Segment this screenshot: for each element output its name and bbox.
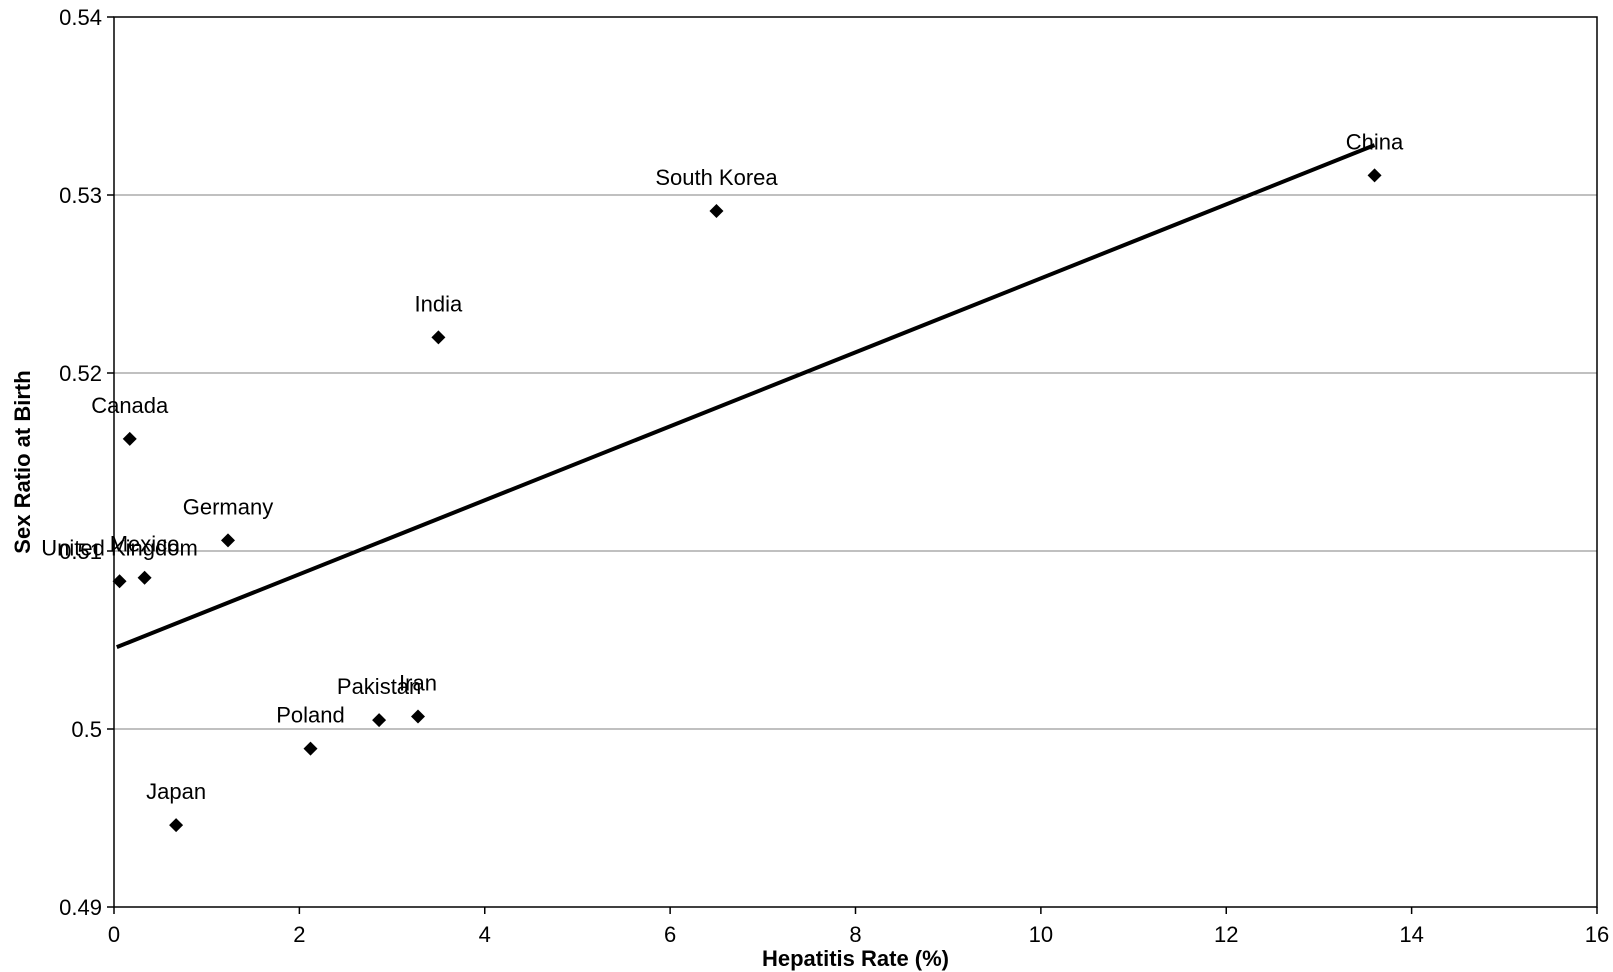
y-tick-label: 0.53: [59, 183, 102, 208]
data-point-label: Poland: [276, 703, 345, 728]
data-point-label: Mexico: [110, 532, 180, 557]
data-points: [112, 168, 1382, 833]
data-point-label: South Korea: [655, 165, 778, 190]
y-tick-label: 0.49: [59, 895, 102, 920]
x-axis-title: Hepatitis Rate (%): [762, 946, 949, 971]
data-point: [372, 713, 387, 728]
data-point: [411, 709, 426, 724]
data-point: [137, 570, 152, 585]
point-labels: China South Korea India Canada GermanyMexico…: [41, 129, 1404, 804]
data-point: [112, 574, 127, 589]
data-point-label: Pakistan: [337, 674, 421, 699]
data-point: [303, 741, 318, 756]
trendline-layer: [116, 143, 1376, 649]
axes: 0.49 0.5 0.51 0.52 0.53 0.54 0 2 4 6 8 10 12 14 16: [59, 5, 1609, 947]
x-tick-label: 4: [479, 922, 491, 947]
x-tick-label: 16: [1585, 922, 1609, 947]
y-tick-label: 0.5: [71, 717, 102, 742]
data-point: [221, 533, 236, 548]
y-axis-title: Sex Ratio at Birth: [10, 370, 35, 553]
data-point-label: China: [1346, 129, 1404, 154]
x-tick-label: 12: [1214, 922, 1238, 947]
data-point: [431, 330, 446, 345]
y-tick-label: 0.54: [59, 5, 102, 30]
x-tick-label: 2: [293, 922, 305, 947]
data-point: [122, 431, 137, 446]
x-tick-label: 6: [664, 922, 676, 947]
x-tick-label: 10: [1029, 922, 1053, 947]
y-tick-label: 0.51: [59, 539, 102, 564]
data-point-label: United Kingdom: [41, 535, 198, 560]
data-point: [709, 204, 724, 219]
y-tick-label: 0.52: [59, 361, 102, 386]
data-point-label: Germany: [183, 494, 273, 519]
data-point: [1367, 168, 1382, 183]
data-point-label: India: [415, 291, 463, 316]
x-tick-label: 8: [849, 922, 861, 947]
trendline: [116, 143, 1376, 649]
x-tick-label: 14: [1399, 922, 1423, 947]
data-point-label: Japan: [146, 779, 206, 804]
x-tick-label: 0: [108, 922, 120, 947]
data-point-label: Iran: [399, 671, 437, 696]
data-point-label: Canada: [91, 393, 169, 418]
data-point: [169, 818, 184, 833]
